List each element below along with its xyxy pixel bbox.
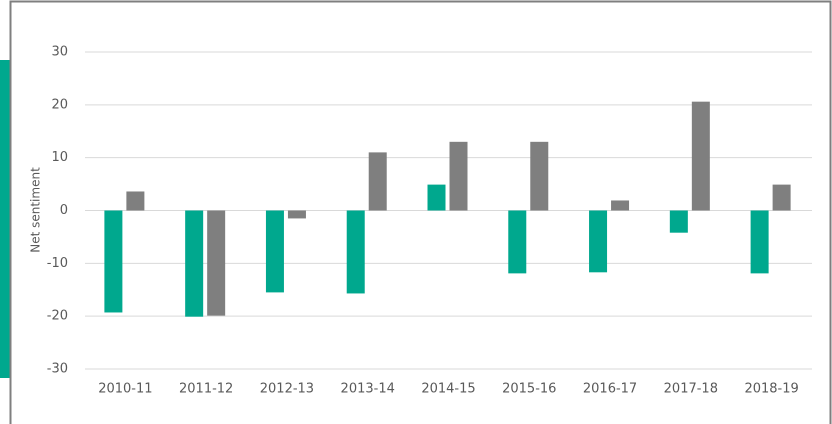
x-tick-label: 2013-14 <box>341 382 395 397</box>
y-tick-label: 10 <box>51 150 68 165</box>
bar <box>104 210 123 313</box>
y-tick-label: 20 <box>51 97 68 112</box>
bar <box>611 200 630 211</box>
x-tick-label: 2010-11 <box>98 382 152 397</box>
bar <box>427 184 446 211</box>
bar <box>772 184 791 211</box>
bar <box>750 210 769 274</box>
bar <box>589 210 608 273</box>
x-tick-label: 2012-13 <box>260 382 314 397</box>
y-tick-label: -20 <box>47 309 68 324</box>
bar <box>691 101 710 211</box>
side-accent <box>0 60 10 378</box>
x-tick-label: 2018-19 <box>744 382 798 397</box>
y-axis-label: Net sentiment <box>29 167 43 253</box>
x-tick-label: 2016-17 <box>583 382 637 397</box>
bar <box>669 210 688 233</box>
y-tick-label: -10 <box>47 256 68 271</box>
bar <box>508 210 527 274</box>
frame <box>9 0 832 424</box>
x-tick-label: 2015-16 <box>502 382 556 397</box>
x-tick-label: 2011-12 <box>179 382 233 397</box>
x-tick-label: 2014-15 <box>421 382 475 397</box>
bar <box>207 210 226 316</box>
bar <box>265 210 284 293</box>
x-tick-label: 2017-18 <box>664 382 718 397</box>
y-tick-label: -30 <box>47 362 68 377</box>
y-tick-label: 0 <box>60 203 68 218</box>
bar <box>449 141 468 211</box>
bar <box>185 210 204 317</box>
bar <box>287 210 306 219</box>
bar <box>346 210 365 294</box>
bar <box>126 191 145 211</box>
y-tick-label: 30 <box>51 45 68 60</box>
bar <box>530 141 549 211</box>
bar <box>368 152 387 211</box>
